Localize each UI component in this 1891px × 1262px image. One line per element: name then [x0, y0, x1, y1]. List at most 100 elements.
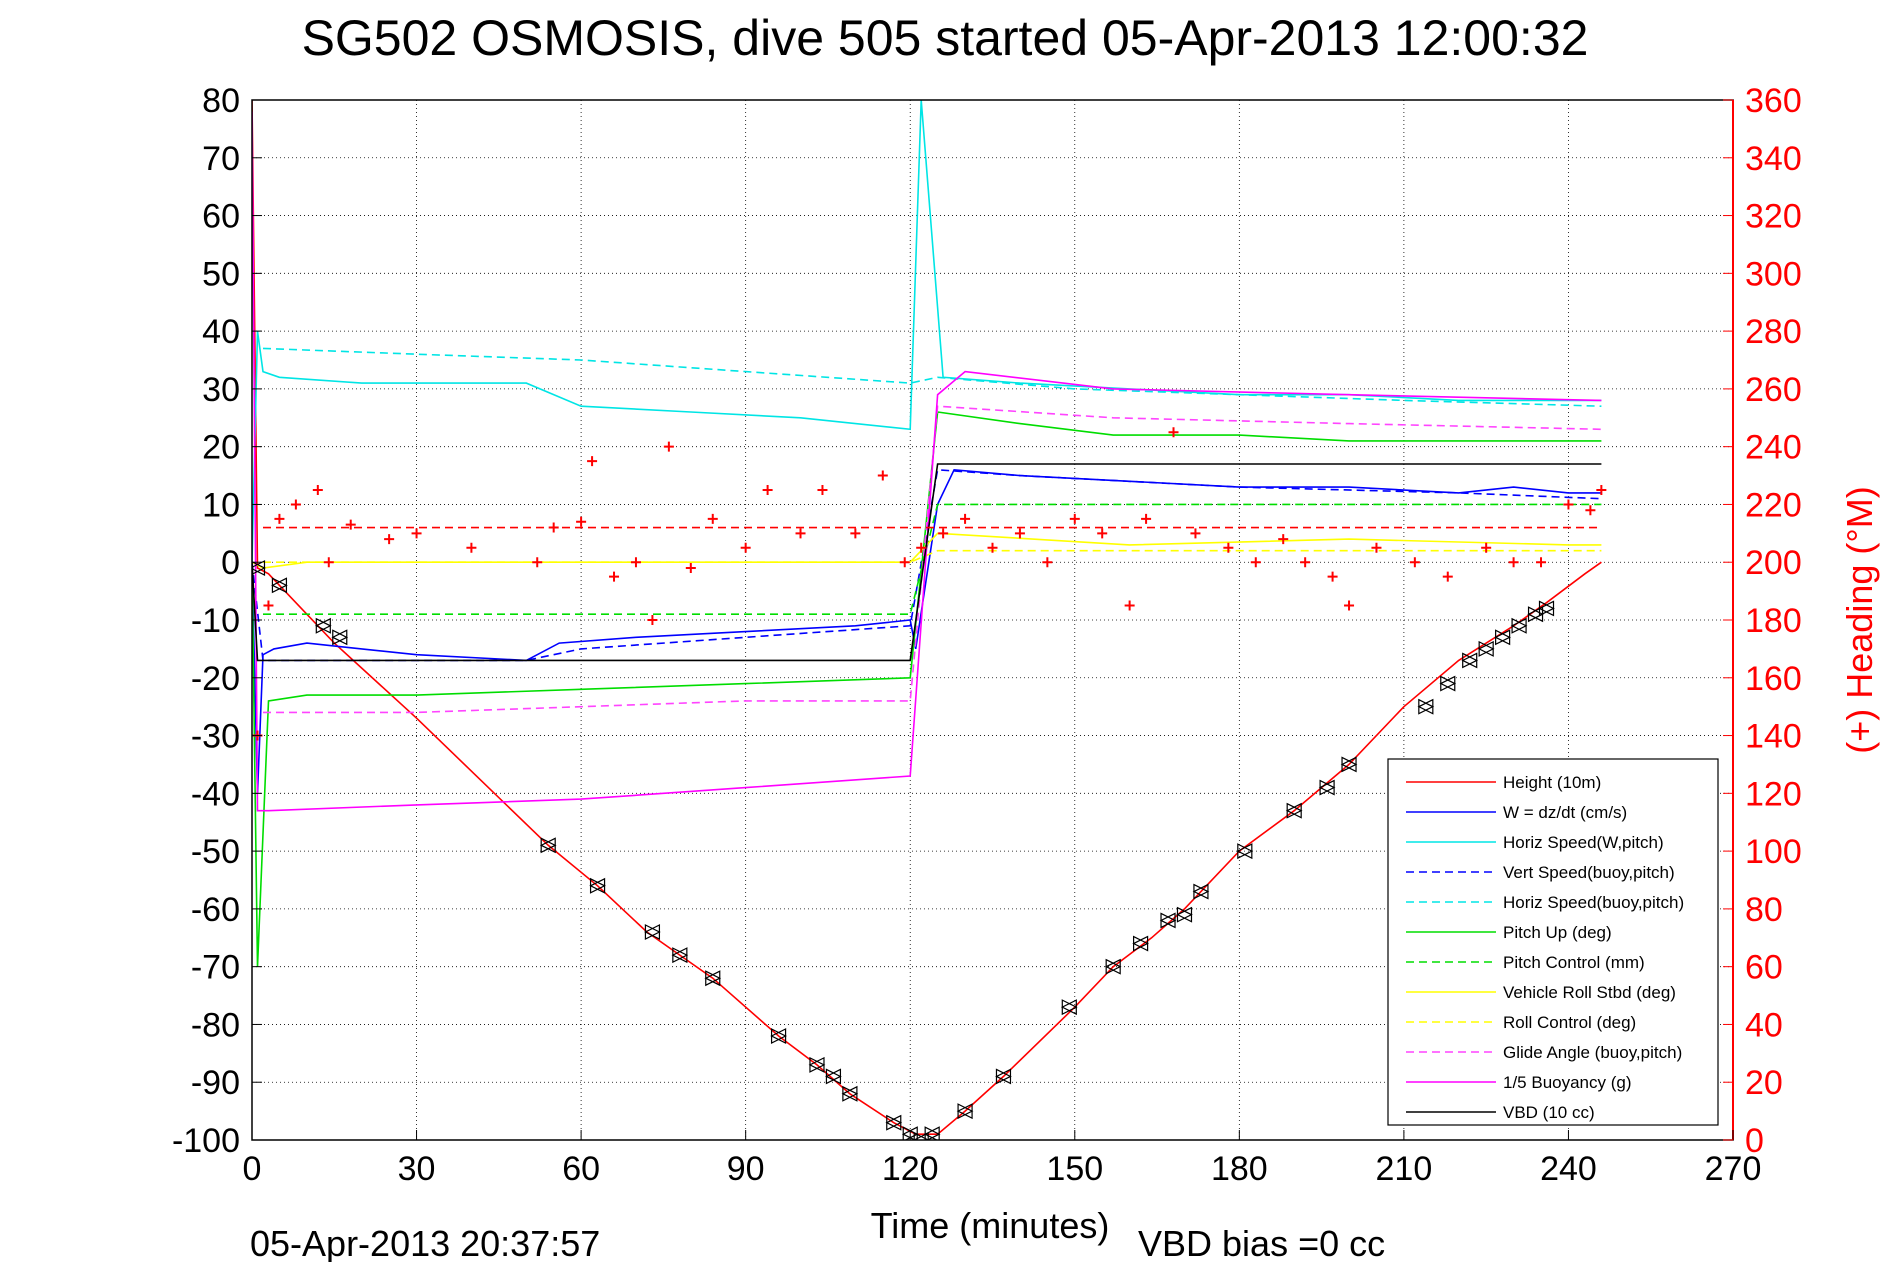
y-tick-label: -90	[191, 1064, 240, 1102]
y-tick-label-right: 240	[1745, 429, 1802, 467]
heading-point	[1442, 571, 1453, 582]
heading-point	[1409, 557, 1420, 568]
depth-marker	[331, 629, 349, 646]
y-tick-label: -50	[191, 833, 240, 871]
heading-point	[263, 600, 274, 611]
heading-point	[1190, 528, 1201, 539]
series-line-10	[252, 111, 1602, 812]
depth-marker	[1494, 629, 1511, 646]
legend-entry: VBD (10 cc)	[1503, 1103, 1595, 1122]
heading-point	[1563, 499, 1574, 510]
y-tick-label-right: 360	[1745, 82, 1802, 120]
y-tick-label-right: 340	[1745, 140, 1802, 178]
y-tick-label-right: 160	[1745, 660, 1802, 698]
depth-marker	[1176, 906, 1193, 923]
heading-point	[532, 557, 543, 568]
y-tick-label-right: 220	[1745, 486, 1802, 524]
heading-point	[290, 499, 301, 510]
x-tick-label: 60	[562, 1150, 600, 1188]
y-tick-label: -80	[191, 1006, 240, 1044]
x-tick-label: 270	[1705, 1150, 1762, 1188]
y-tick-label-right: 320	[1745, 198, 1802, 236]
depth-marker	[1060, 999, 1078, 1016]
heading-point	[466, 542, 477, 553]
heading-point	[850, 528, 861, 539]
heading-point	[817, 485, 828, 495]
depth-marker	[1236, 843, 1254, 860]
heading-point	[877, 470, 888, 481]
legend-entry: Vehicle Roll Stbd (deg)	[1503, 983, 1676, 1002]
y-tick-label-right: 40	[1745, 1006, 1783, 1044]
heading-point	[384, 534, 395, 545]
heading-point	[274, 513, 285, 524]
heading-point	[1014, 528, 1025, 539]
heading-point	[647, 615, 658, 625]
series-line-1	[252, 468, 1602, 794]
depth-marker	[1417, 698, 1435, 715]
x-tick-label: 210	[1376, 1150, 1433, 1188]
depth-marker	[995, 1068, 1012, 1085]
series-line-4	[262, 347, 1602, 407]
y-tick-labels-left: 80 70 60 50 40 30 20 10 0 -10 -20 -30 -40 -50 -60 -70 -8…	[172, 82, 262, 1160]
heading-point	[1168, 427, 1179, 438]
heading-point	[411, 528, 422, 539]
y-tick-label: 30	[202, 371, 240, 409]
y-tick-label-right: 200	[1745, 544, 1802, 582]
y-tick-label: -100	[172, 1122, 240, 1160]
heading-point	[1327, 571, 1338, 582]
y-tick-label: 40	[202, 313, 240, 351]
heading-point	[916, 542, 927, 553]
legend-entry: Horiz Speed(buoy,pitch)	[1503, 893, 1684, 912]
depth-marker	[671, 947, 689, 964]
depth-marker-layer	[252, 560, 1555, 1140]
y-tick-label: -60	[191, 891, 240, 929]
depth-marker	[1285, 802, 1303, 819]
depth-marker	[808, 1056, 826, 1073]
heading-markers	[252, 427, 1607, 741]
heading-point	[899, 557, 910, 568]
depth-marker	[912, 1132, 930, 1140]
footer-timestamp: 05-Apr-2013 20:37:57	[250, 1223, 600, 1262]
series-line-11	[252, 463, 1602, 662]
heading-point	[1481, 542, 1492, 553]
y-tick-label: 80	[202, 82, 240, 120]
depth-marker	[1510, 617, 1528, 634]
depth-marker	[923, 1126, 941, 1140]
y-tick-label-right: 120	[1745, 775, 1802, 813]
legend-entry: Height (10m)	[1503, 773, 1601, 792]
heading-point	[707, 513, 718, 524]
heading-point	[938, 528, 949, 539]
depth-marker	[1192, 883, 1210, 900]
heading-point	[1585, 505, 1596, 516]
y-tick-label-right: 180	[1745, 602, 1802, 640]
y-tick-label: -40	[191, 775, 240, 813]
depth-marker	[770, 1028, 787, 1044]
heading-point	[795, 528, 806, 539]
legend-entry: Vert Speed(buoy,pitch)	[1503, 863, 1675, 882]
y-tick-label: 60	[202, 198, 240, 236]
x-tick-label: 90	[727, 1150, 765, 1188]
depth-marker	[1159, 912, 1177, 929]
heading-point	[1223, 542, 1234, 553]
series-line-3	[252, 468, 1602, 662]
depth-marker	[644, 924, 661, 940]
depth-marker	[1538, 600, 1555, 617]
legend-entry: W = dz/dt (cm/s)	[1503, 803, 1627, 822]
y-tick-label-right: 60	[1745, 949, 1783, 987]
y-tick-label-right: 100	[1745, 833, 1802, 871]
x-tick-label: 180	[1211, 1150, 1268, 1188]
heading-point	[630, 557, 641, 568]
series-line-6	[263, 503, 1602, 616]
heading-point	[609, 571, 620, 582]
y-tick-label: -70	[191, 949, 240, 987]
x-tick-label: 0	[243, 1150, 262, 1188]
y-axis-label-right: (+) Heading (°M)	[1839, 486, 1880, 753]
depth-marker	[1340, 756, 1358, 773]
heading-point	[1300, 557, 1311, 568]
heading-point	[663, 441, 674, 452]
series-line-5	[252, 411, 1602, 967]
heading-point	[1344, 600, 1355, 611]
y-tick-labels-right: 3603403203002802602402202001801601401201…	[1723, 82, 1802, 1160]
heading-point	[576, 516, 587, 527]
